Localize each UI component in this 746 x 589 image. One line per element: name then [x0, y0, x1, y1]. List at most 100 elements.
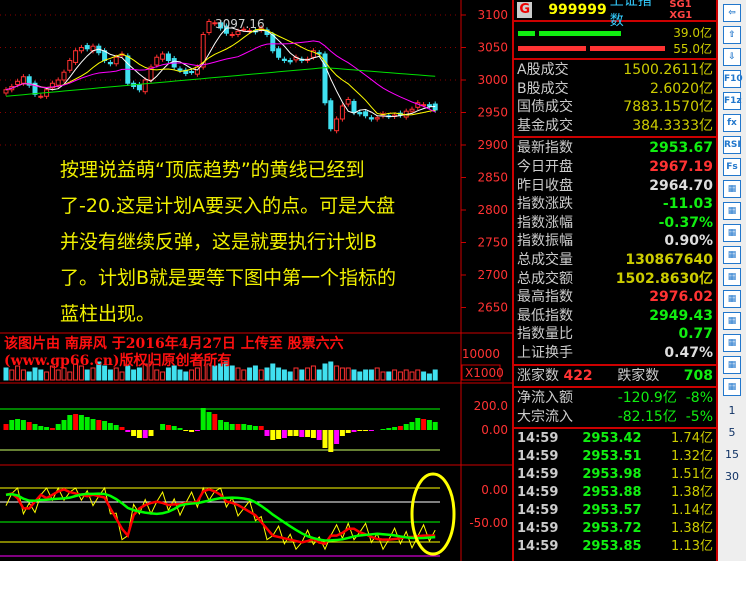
- volume-bar: [212, 365, 218, 381]
- period-30-button[interactable]: 30: [725, 470, 739, 483]
- tool-icon[interactable]: ▦: [723, 312, 741, 330]
- candle-body: [78, 47, 84, 52]
- price-tick: 2700: [477, 268, 508, 282]
- macd-bar: [415, 418, 421, 430]
- stock-name: 上证指数: [609, 0, 652, 29]
- annotation-line: 按理说益萌“顶底趋势”的黄线已经到: [60, 159, 365, 181]
- period-5-button[interactable]: 5: [728, 426, 736, 439]
- volume-bar: [218, 363, 224, 381]
- macd-bar: [55, 424, 61, 430]
- turnover-row: A股成交 1500.2611亿: [517, 62, 713, 78]
- candle-body: [107, 61, 113, 65]
- tool-f1z-icon[interactable]: F1z: [723, 92, 742, 110]
- volume-bar: [200, 359, 206, 381]
- candle-body: [276, 48, 282, 58]
- tool-icon[interactable]: ▦: [723, 378, 741, 396]
- tool-up-icon[interactable]: ⇧: [723, 26, 741, 44]
- candle-body: [49, 82, 55, 89]
- macd-bar: [102, 421, 108, 430]
- macd-bar: [26, 422, 32, 430]
- macd-bar: [235, 424, 241, 430]
- price-tick: 3100: [477, 8, 508, 22]
- volume-bar: [171, 365, 177, 381]
- volume-bar: [357, 371, 363, 381]
- candle-body: [270, 34, 276, 52]
- macd-bar: [380, 429, 386, 430]
- macd-bar: [125, 430, 131, 432]
- macd-axis-label: 0.00: [481, 423, 508, 437]
- volume-bar: [276, 367, 282, 381]
- tool-rsi-icon[interactable]: RSI: [723, 136, 741, 154]
- macd-bar: [49, 428, 55, 430]
- macd-axis-label: 200.0: [474, 399, 508, 413]
- ind-axis-label: -50.00: [469, 516, 508, 530]
- macd-bar: [20, 420, 26, 430]
- annotation-line: 并没有继续反弹，这是就要执行计划B: [60, 231, 378, 253]
- volume-bar: [55, 369, 61, 381]
- macd-bar: [357, 430, 363, 431]
- ma10-line: [5, 28, 436, 116]
- macd-bar: [339, 430, 345, 436]
- down-count: 708: [683, 367, 713, 384]
- vol-axis-label: 10000: [462, 347, 500, 361]
- sg-xg-label: SG1 XG1: [669, 0, 693, 21]
- volume-bar: [310, 365, 316, 381]
- tool-icon[interactable]: ▦: [723, 334, 741, 352]
- tool-fx-icon[interactable]: fx: [723, 114, 741, 132]
- macd-bar: [194, 430, 200, 431]
- volume-bar: [165, 367, 171, 381]
- macd-bar: [84, 417, 90, 430]
- vol-unit: X1000: [465, 366, 504, 380]
- red-bar: [590, 46, 665, 51]
- macd-bar: [148, 430, 154, 436]
- period-1-button[interactable]: 1: [728, 404, 736, 417]
- macd-bar: [107, 423, 113, 430]
- macd-bar: [229, 424, 235, 430]
- volume-bar: [299, 369, 305, 381]
- volume-bar: [113, 367, 119, 381]
- tool-icon[interactable]: ▦: [723, 202, 741, 220]
- candle-body: [67, 60, 73, 71]
- volume-bar: [223, 361, 229, 381]
- tool-icon[interactable]: ▦: [723, 246, 741, 264]
- price-tick: 2800: [477, 203, 508, 217]
- candle-body: [218, 22, 224, 29]
- macd-bar: [432, 422, 438, 430]
- candle-body: [363, 111, 369, 117]
- candle-body: [334, 118, 340, 132]
- macd-bar: [276, 430, 282, 439]
- volume-bar: [305, 367, 311, 381]
- highlight-circle: [410, 472, 456, 556]
- tool-icon[interactable]: ▦: [723, 180, 741, 198]
- period-15-button[interactable]: 15: [725, 448, 739, 461]
- tool-f10-icon[interactable]: F10: [723, 70, 743, 88]
- ma20-line: [5, 40, 436, 113]
- annotation-line: 了。计划B就是要等下图中第一个指标的: [60, 267, 397, 289]
- tool-down-icon[interactable]: ⇩: [723, 48, 741, 66]
- candle-body: [3, 89, 9, 94]
- red-bar: [518, 46, 586, 51]
- tick-list[interactable]: 14:59 2953.42 1.74亿 14:59 2953.51 1.32亿 14:59 2…: [514, 429, 716, 557]
- g-logo[interactable]: G: [517, 2, 533, 18]
- candle-body: [32, 82, 38, 95]
- volume-bar: [264, 367, 270, 381]
- candle-body: [26, 76, 32, 86]
- tool-icon[interactable]: ▦: [723, 290, 741, 308]
- macd-bar: [90, 419, 96, 430]
- volume-bar: [368, 369, 374, 381]
- tool-back-icon[interactable]: ⇦: [723, 4, 741, 22]
- quote-panel: G 999999 上证指数 SG1 XG1 39.0亿 55.0亿 A股成交 15…: [512, 0, 718, 561]
- volume-bar: [49, 365, 55, 381]
- tool-icon[interactable]: ▦: [723, 356, 741, 374]
- quote-row: 最低指数 2949.43: [517, 307, 713, 324]
- candle-body: [38, 95, 44, 98]
- candle-body: [310, 50, 316, 58]
- volume-bar: [26, 371, 32, 381]
- tool-icon[interactable]: ▦: [723, 268, 741, 286]
- candle-body: [287, 60, 293, 63]
- tool-icon[interactable]: ▦: [723, 224, 741, 242]
- volume-bar: [189, 369, 195, 381]
- kline-chart[interactable]: 3100 3050 3000 2950 2900 2850 2800 2750 2700 2650…: [0, 0, 512, 561]
- indicator-yellow-line: [5, 486, 436, 551]
- tool-fs-icon[interactable]: Fs: [723, 158, 741, 176]
